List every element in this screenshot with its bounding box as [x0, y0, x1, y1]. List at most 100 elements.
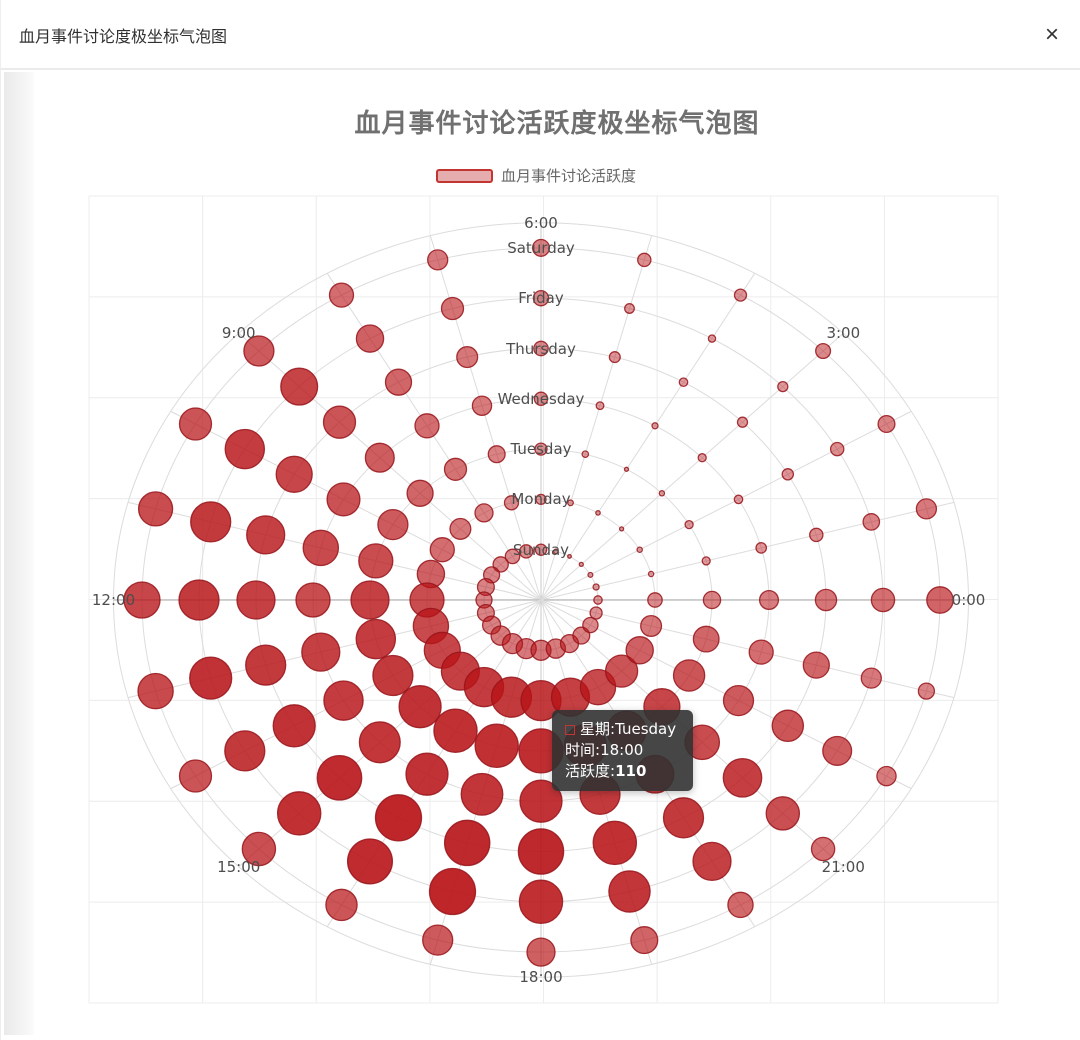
- bubble[interactable]: [460, 772, 504, 816]
- bubble[interactable]: [581, 450, 590, 459]
- bubble[interactable]: [595, 401, 605, 411]
- bubble[interactable]: [604, 654, 639, 688]
- bubble[interactable]: [377, 508, 409, 541]
- bubble[interactable]: [374, 794, 423, 842]
- bubble[interactable]: [518, 879, 564, 925]
- bubble[interactable]: [137, 672, 174, 710]
- bubble[interactable]: [636, 546, 643, 553]
- bubble[interactable]: [672, 659, 706, 692]
- bubble[interactable]: [358, 543, 394, 579]
- bubble[interactable]: [917, 682, 936, 700]
- bubble[interactable]: [618, 526, 625, 532]
- bubble[interactable]: [471, 395, 493, 416]
- bubble[interactable]: [531, 238, 551, 257]
- bubble[interactable]: [123, 581, 161, 619]
- bubble[interactable]: [662, 797, 705, 839]
- bubble[interactable]: [814, 588, 838, 612]
- bubble[interactable]: [647, 570, 655, 578]
- bubble[interactable]: [534, 442, 548, 456]
- bubble[interactable]: [582, 616, 599, 634]
- bubble[interactable]: [534, 543, 548, 556]
- bubble[interactable]: [552, 548, 559, 555]
- bubble[interactable]: [443, 457, 468, 481]
- bubble[interactable]: [802, 651, 830, 679]
- bubble[interactable]: [625, 636, 654, 665]
- bubble[interactable]: [771, 709, 805, 743]
- bubble[interactable]: [533, 340, 549, 357]
- bubble[interactable]: [810, 836, 836, 862]
- bubble[interactable]: [189, 656, 233, 700]
- bubble[interactable]: [245, 644, 287, 686]
- bubble[interactable]: [526, 937, 556, 967]
- bubble[interactable]: [178, 407, 213, 441]
- bubble[interactable]: [684, 724, 721, 761]
- bubble[interactable]: [532, 289, 550, 307]
- bubble[interactable]: [533, 391, 549, 407]
- bubble[interactable]: [346, 838, 394, 885]
- bubble[interactable]: [637, 252, 652, 268]
- bubble[interactable]: [592, 583, 600, 591]
- bubble[interactable]: [860, 667, 882, 689]
- bubble[interactable]: [765, 796, 801, 831]
- bubble[interactable]: [325, 888, 358, 922]
- bubble[interactable]: [518, 728, 564, 774]
- bubble[interactable]: [178, 759, 213, 793]
- bubble[interactable]: [302, 529, 340, 567]
- bubble[interactable]: [595, 510, 601, 516]
- bubble[interactable]: [606, 710, 647, 751]
- bubble[interactable]: [651, 422, 659, 430]
- bubble[interactable]: [517, 828, 565, 875]
- bubble[interactable]: [406, 479, 434, 507]
- bubble[interactable]: [456, 346, 479, 369]
- bubble[interactable]: [355, 618, 397, 660]
- bubble[interactable]: [777, 380, 789, 393]
- bubble[interactable]: [587, 571, 594, 578]
- bubble[interactable]: [414, 413, 440, 439]
- bubble[interactable]: [684, 519, 694, 530]
- bubble[interactable]: [487, 445, 506, 464]
- bubble[interactable]: [405, 752, 449, 796]
- bubble[interactable]: [449, 517, 472, 540]
- bubble[interactable]: [781, 468, 795, 481]
- bubble[interactable]: [241, 831, 277, 867]
- bubble[interactable]: [727, 891, 754, 919]
- bubble[interactable]: [758, 589, 780, 611]
- bubble[interactable]: [443, 819, 491, 867]
- bubble[interactable]: [733, 494, 744, 505]
- bubble[interactable]: [563, 724, 607, 768]
- bubble[interactable]: [877, 414, 896, 434]
- bubble[interactable]: [355, 324, 385, 353]
- bubble[interactable]: [503, 495, 520, 511]
- bubble[interactable]: [429, 537, 455, 563]
- bubble[interactable]: [822, 735, 853, 766]
- bubble[interactable]: [755, 542, 768, 554]
- bubble[interactable]: [322, 405, 357, 439]
- bubble[interactable]: [519, 779, 563, 823]
- bubble[interactable]: [398, 685, 442, 729]
- bubble[interactable]: [358, 721, 401, 764]
- bubble[interactable]: [236, 580, 276, 620]
- bubble[interactable]: [862, 513, 881, 531]
- bubble[interactable]: [809, 527, 824, 543]
- bubble[interactable]: [272, 704, 316, 748]
- bubble[interactable]: [567, 499, 574, 507]
- bubble[interactable]: [870, 587, 896, 613]
- bubble[interactable]: [635, 754, 675, 794]
- bubble[interactable]: [280, 367, 319, 406]
- bubble[interactable]: [364, 442, 395, 473]
- bubble[interactable]: [722, 757, 763, 798]
- bubble[interactable]: [640, 614, 663, 638]
- legend-item[interactable]: 血月事件讨论活跃度: [436, 165, 636, 186]
- bubble[interactable]: [926, 586, 954, 614]
- bubble[interactable]: [295, 582, 331, 618]
- bubble[interactable]: [243, 335, 275, 367]
- bubble[interactable]: [384, 368, 413, 396]
- bubble[interactable]: [658, 490, 666, 497]
- bubble[interactable]: [428, 867, 477, 916]
- bubble[interactable]: [535, 493, 547, 506]
- close-icon[interactable]: ×: [1035, 18, 1069, 52]
- bubble[interactable]: [301, 632, 341, 672]
- bubble[interactable]: [474, 503, 494, 523]
- bubble[interactable]: [224, 730, 266, 772]
- bubble[interactable]: [440, 296, 465, 321]
